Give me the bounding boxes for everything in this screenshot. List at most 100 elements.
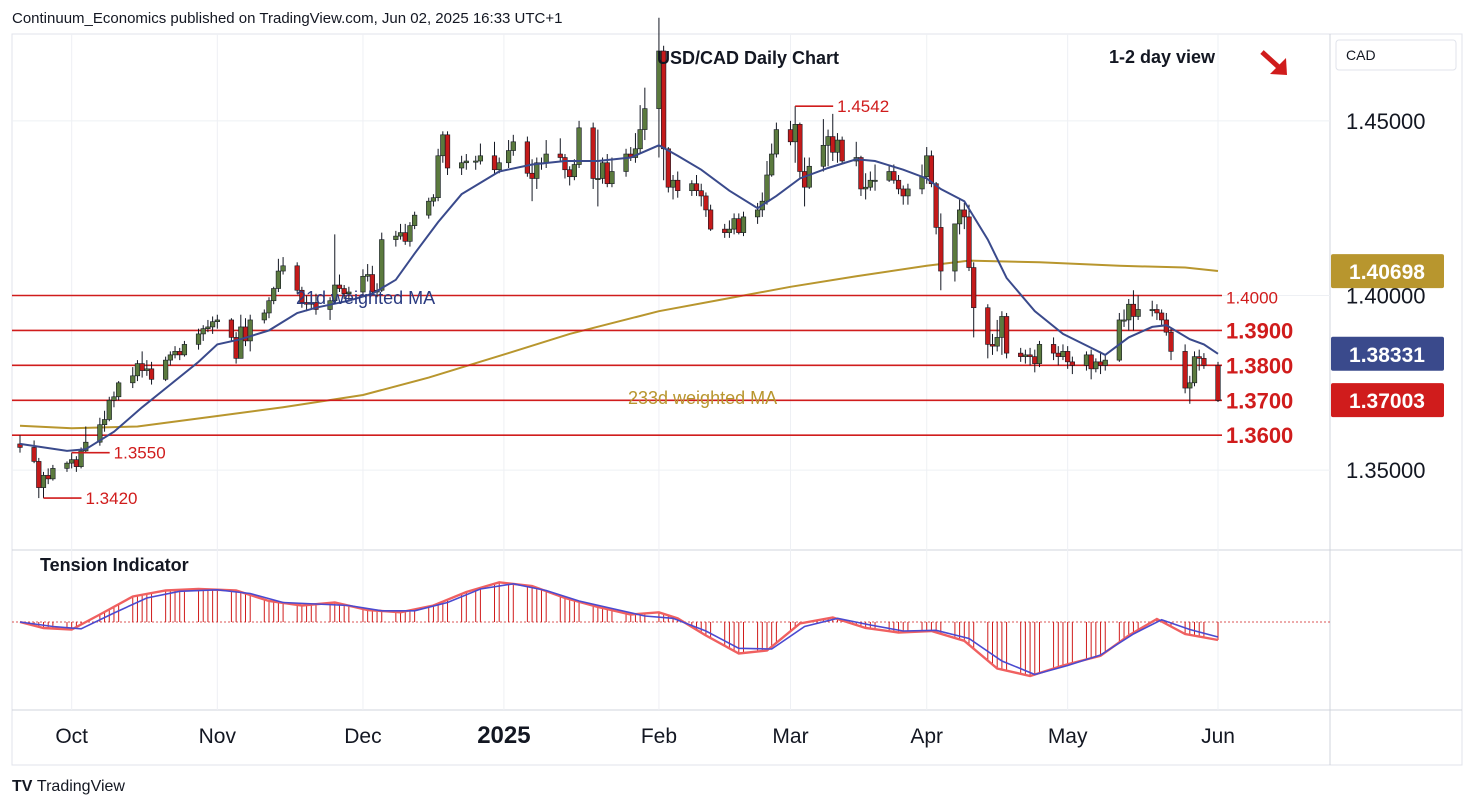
candle-body [900, 188, 906, 197]
candle [1060, 344, 1066, 361]
candle-body [172, 351, 178, 356]
candle [31, 440, 37, 464]
candle-body [1182, 351, 1188, 389]
candle [365, 264, 371, 282]
candle-body [83, 441, 89, 452]
candle-body [961, 209, 967, 218]
candle [872, 164, 878, 191]
candle-body [543, 153, 549, 164]
candle [1135, 295, 1141, 320]
candle [491, 141, 498, 175]
time-tick-label: Oct [55, 725, 88, 748]
candle [989, 333, 996, 355]
candle [1097, 351, 1104, 375]
candle-body [228, 319, 235, 338]
ma21-label: 21d weighted MA [296, 288, 435, 308]
candle-body [440, 134, 446, 157]
candle-body [599, 162, 606, 179]
candle [590, 122, 596, 189]
candle [1182, 344, 1188, 394]
candle [205, 319, 211, 333]
candle-body [271, 288, 277, 302]
candle-body [369, 274, 375, 293]
candle-body [116, 382, 122, 398]
candle [435, 148, 441, 202]
view-label: 1-2 day view [1109, 47, 1216, 67]
candle-body [134, 363, 141, 377]
candle-body [177, 351, 183, 356]
candle-body [905, 188, 911, 197]
candle-body [130, 375, 136, 384]
ma233-label: 233d weighted MA [628, 388, 777, 408]
candle [73, 456, 79, 472]
candle [505, 140, 512, 168]
candle [1126, 298, 1132, 331]
time-tick-label: Jun [1201, 725, 1235, 748]
price-badge-label: 1.37003 [1349, 390, 1425, 413]
candle [45, 468, 51, 485]
price-badge: 1.38331 [1331, 336, 1444, 371]
candle [637, 105, 643, 155]
candle-body [407, 225, 413, 242]
candle [834, 133, 841, 163]
candle [1201, 353, 1207, 369]
tv-logo-text: TradingView [36, 778, 125, 795]
time-tick-label: Dec [344, 725, 381, 748]
candle [867, 171, 873, 191]
candle-body [1196, 356, 1202, 359]
ma21-path [19, 144, 1219, 452]
candle [134, 360, 141, 382]
candle-body [567, 169, 573, 178]
candle-body [1093, 361, 1099, 370]
candle-body [820, 144, 826, 167]
candle-body [895, 179, 902, 190]
candle [275, 258, 281, 292]
candle [1069, 356, 1075, 375]
candle-body [839, 139, 845, 162]
candle [1191, 351, 1198, 387]
candle-body [872, 179, 878, 182]
candle-body [966, 216, 972, 268]
candle-body [144, 368, 150, 371]
annotation-label: 1.4542 [837, 97, 889, 116]
candle [825, 129, 831, 167]
time-tick-label: May [1048, 725, 1088, 748]
candle-body [557, 153, 563, 158]
candle [722, 223, 728, 238]
candle [477, 143, 484, 165]
candle-body [562, 157, 568, 171]
candle-body [1130, 303, 1137, 317]
candle [886, 164, 892, 182]
candle-body [346, 291, 352, 295]
candle-body [200, 328, 206, 335]
time-tick-label: Mar [772, 725, 808, 748]
candle-body [195, 333, 202, 345]
candle [393, 230, 399, 247]
candle-body [1036, 344, 1043, 364]
candle [736, 213, 742, 235]
candle [116, 381, 122, 401]
candle-body [571, 164, 577, 178]
candle-body [863, 186, 869, 190]
candle-body [957, 209, 963, 225]
candle-body [985, 307, 991, 345]
candle-body [365, 274, 371, 277]
candle-body [665, 148, 671, 188]
tradingview-logo[interactable]: TV TradingView [12, 778, 125, 796]
ma233-path [19, 259, 1219, 430]
candle-body [1149, 309, 1155, 311]
currency-button[interactable]: CAD [1335, 39, 1457, 71]
candle-body [1018, 352, 1024, 357]
candle-body [604, 162, 610, 185]
candle-body [332, 284, 338, 302]
candle [510, 134, 516, 156]
candle-body [40, 475, 47, 488]
candle-body [491, 155, 498, 171]
candle-body [261, 312, 267, 321]
candle [459, 155, 465, 175]
candle [261, 309, 267, 324]
candle-body [111, 396, 117, 401]
candle-body [210, 321, 216, 328]
candle-body [938, 227, 944, 272]
